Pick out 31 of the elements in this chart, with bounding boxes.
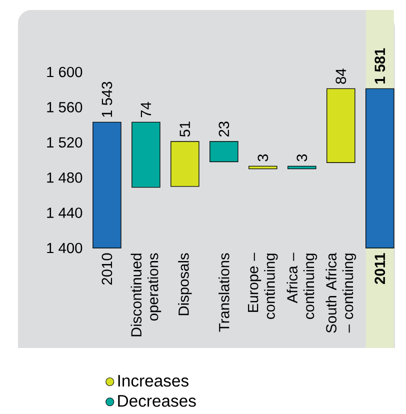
y-tick-label: 1 400 <box>47 242 82 254</box>
data-label: 23 <box>218 122 230 137</box>
x-tick-label: Africa – continuing <box>286 252 318 319</box>
x-tick-label: Discontinued operations <box>130 253 162 336</box>
y-tick-label: 1 600 <box>47 66 82 78</box>
x-tick-label: Disposals <box>178 253 192 316</box>
bar <box>132 122 160 188</box>
bar <box>210 141 238 162</box>
x-tick-label: South Africa – continuing <box>326 252 356 333</box>
y-tick-label: 1 560 <box>47 102 82 112</box>
x-tick-label: 2011 <box>374 253 386 284</box>
data-label: 1 543 <box>102 82 112 117</box>
bar <box>326 88 356 163</box>
x-tick-label: Translations <box>218 253 230 332</box>
data-label: 1 581 <box>374 48 386 84</box>
data-label: 3 <box>258 154 268 162</box>
data-label: 3 <box>296 154 308 162</box>
y-tick-label: 1 480 <box>47 172 82 183</box>
x-tick-label: 2010 <box>102 253 112 285</box>
y-tick-label: 1 440 <box>47 208 82 218</box>
legend-label: Decreases <box>118 395 196 407</box>
data-label: 74 <box>140 102 151 118</box>
x-tick-label: Europe – continuing <box>248 252 278 319</box>
bar <box>92 122 122 248</box>
y-tick-label: 1 520 <box>47 137 82 148</box>
bar <box>248 166 278 170</box>
data-label: 51 <box>180 122 190 137</box>
bar <box>288 166 316 170</box>
legend-label: Increases <box>118 375 188 387</box>
data-label: 84 <box>336 68 346 84</box>
bar <box>170 141 200 187</box>
